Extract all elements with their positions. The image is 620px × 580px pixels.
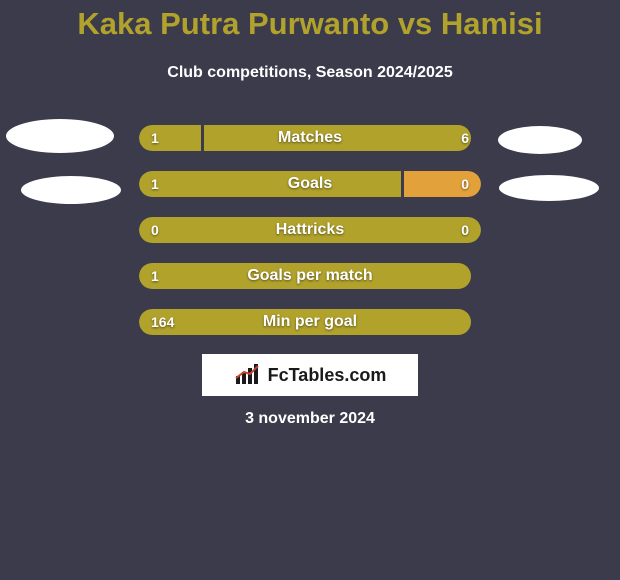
stat-bar-4: Min per goal164 (139, 309, 481, 335)
page-title: Kaka Putra Purwanto vs Hamisi (0, 6, 620, 42)
stat-bar-1: Goals1 0 (139, 171, 481, 197)
stat-left-value-4: 164 (151, 314, 174, 330)
stat-right-value-1: 0 (461, 176, 469, 192)
stat-bar-2: Hattricks0 0 (139, 217, 481, 243)
stat-label-0: Matches (139, 129, 481, 147)
avatar-right-0 (498, 126, 582, 154)
stat-right-value-0: 6 (461, 130, 469, 146)
stat-left-value-0: 1 (151, 130, 159, 146)
subtitle: Club competitions, Season 2024/2025 (0, 64, 620, 82)
stat-left-value-3: 1 (151, 268, 159, 284)
avatar-right-1 (499, 175, 599, 201)
date-caption: 3 november 2024 (0, 410, 620, 428)
stat-bar-0: Matches1 6 (139, 125, 481, 151)
stat-label-3: Goals per match (139, 267, 481, 285)
fctables-logo-text: FcTables.com (268, 365, 387, 386)
avatar-left-1 (21, 176, 121, 204)
bars-icon (234, 364, 262, 386)
stat-left-value-2: 0 (151, 222, 159, 238)
avatar-left-0 (6, 119, 114, 153)
stat-bar-3: Goals per match1 (139, 263, 481, 289)
stat-label-4: Min per goal (139, 313, 481, 331)
stat-right-value-2: 0 (461, 222, 469, 238)
stat-left-value-1: 1 (151, 176, 159, 192)
stat-label-1: Goals (139, 175, 481, 193)
fctables-logo: FcTables.com (202, 354, 418, 396)
stat-label-2: Hattricks (139, 221, 481, 239)
